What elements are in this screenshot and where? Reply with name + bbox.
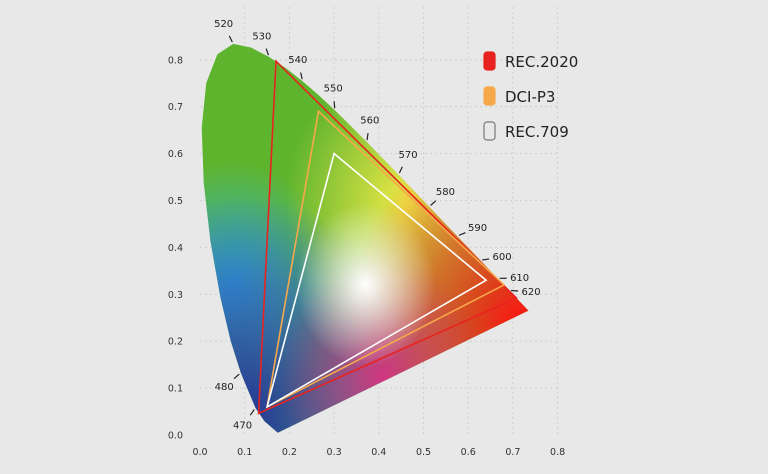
x-tick-label: 0.7: [505, 447, 520, 458]
wavelength-tick: [265, 48, 270, 56]
wavelength-label: 470: [233, 421, 252, 432]
y-tick-label: 0.4: [168, 243, 183, 254]
x-tick-label: 0.6: [461, 447, 476, 458]
wavelength-tick: [430, 200, 437, 206]
wavelength-label: 600: [492, 252, 511, 263]
wavelength-tick: [482, 258, 490, 261]
legend-swatch: [483, 86, 496, 106]
gamut-triangles: [257, 59, 518, 415]
x-tick-label: 0.8: [550, 447, 565, 458]
x-tick-label: 0.1: [237, 447, 252, 458]
x-tick-label: 0.0: [192, 447, 207, 458]
x-tick-label: 0.5: [416, 447, 431, 458]
y-tick-label: 0.6: [168, 149, 183, 160]
legend-swatch: [483, 51, 496, 71]
y-tick-label: 0.1: [168, 384, 183, 395]
wavelength-tick: [249, 409, 255, 416]
axis-ticks: 0.0 0.1 0.2 0.3 0.4 0.5 0.6 0.7 0.8 0.0 0.1 0.2 0.3 0…: [168, 55, 565, 458]
y-tick-label: 0.5: [168, 196, 183, 207]
wavelength-label: 550: [324, 83, 343, 94]
wavelength-label: 520: [214, 19, 233, 30]
wavelength-tick: [228, 35, 233, 43]
wavelength-tick: [398, 166, 403, 174]
wavelength-label: 560: [360, 115, 379, 126]
legend-label: DCI-P3: [505, 88, 555, 106]
wavelength-label: 580: [436, 187, 455, 198]
x-tick-label: 0.2: [282, 447, 297, 458]
wavelength-label: 590: [468, 223, 487, 234]
y-tick-label: 0.3: [168, 290, 183, 301]
gamut-triangle-rec-2020: [257, 59, 518, 415]
wavelength-label: 540: [288, 55, 307, 66]
y-tick-label: 0.7: [168, 102, 183, 113]
legend-label: REC.2020: [505, 53, 578, 71]
wavelength-label: 570: [399, 150, 418, 161]
wavelength-tick: [333, 101, 336, 109]
wavelength-tick: [233, 373, 240, 380]
legend-swatch: [483, 121, 496, 141]
legend-label: REC.709: [505, 123, 569, 141]
gamut-triangle-rec-709: [265, 152, 488, 409]
y-tick-label: 0.0: [168, 431, 183, 442]
x-tick-label: 0.3: [327, 447, 342, 458]
y-tick-label: 0.2: [168, 337, 183, 348]
legend: REC.2020 DCI-P3 REC.709: [483, 51, 578, 141]
wavelength-tick: [458, 232, 466, 236]
y-tick-label: 0.8: [168, 55, 183, 66]
wavelength-tick: [300, 72, 303, 80]
wavelength-marks: 470 480 520 530 540 550 560 570 580 590 600 610 620: [214, 19, 541, 432]
wavelength-label: 530: [252, 31, 271, 42]
wavelength-label: 610: [510, 273, 529, 284]
x-tick-label: 0.4: [371, 447, 386, 458]
wavelength-label: 620: [522, 287, 541, 298]
wavelength-label: 480: [215, 382, 234, 393]
gamut-triangle-dci-p3: [266, 109, 506, 409]
wavelength-tick: [366, 133, 369, 141]
